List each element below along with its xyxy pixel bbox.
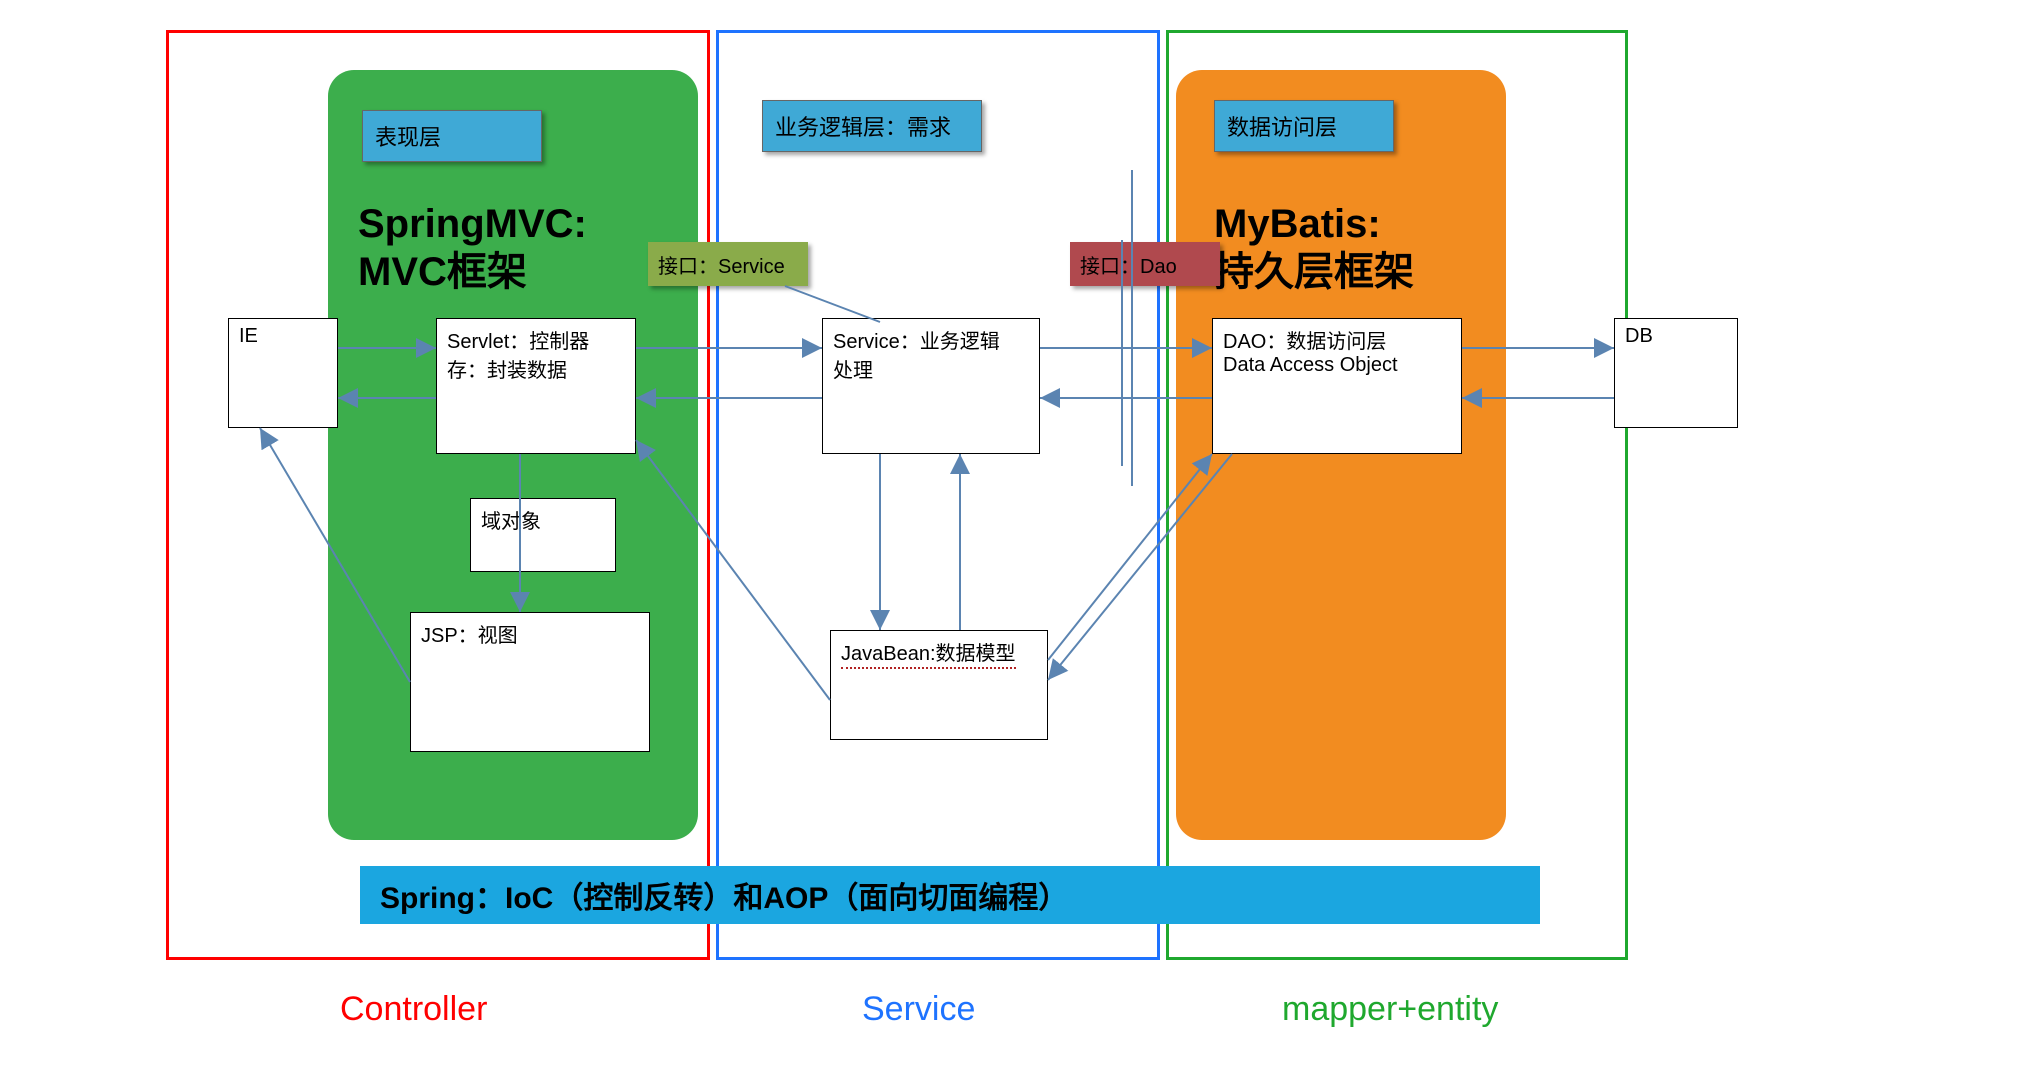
node-service-line1: Service：业务逻辑 [833, 325, 1029, 354]
bottom-label-service: Service [862, 990, 975, 1029]
bottom-label-controller: Controller [340, 990, 487, 1029]
title-mybatis-line2: 持久层框架 [1214, 248, 1414, 296]
node-service-line2: 处理 [833, 354, 1029, 383]
interface-service-text: 接口：Service [658, 250, 785, 279]
node-db-text: DB [1625, 325, 1653, 347]
node-domain-text: 域对象 [481, 511, 541, 533]
node-javabean: JavaBean:数据模型 [830, 630, 1048, 740]
bottom-label-controller-text: Controller [340, 990, 487, 1028]
node-db: DB [1614, 318, 1738, 428]
layer-tag-dao-text: 数据访问层 [1227, 110, 1337, 142]
spring-banner-text: Spring：IoC（控制反转）和AOP（面向切面编程） [380, 873, 1068, 917]
node-jsp: JSP：视图 [410, 612, 650, 752]
node-ie-text: IE [239, 325, 258, 347]
node-service: Service：业务逻辑 处理 [822, 318, 1040, 454]
title-springmvc-line2: MVC框架 [358, 248, 587, 296]
node-servlet: Servlet：控制器 存：封装数据 [436, 318, 636, 454]
layer-tag-business-text: 业务逻辑层：需求 [775, 110, 951, 142]
bottom-label-mapper: mapper+entity [1282, 990, 1498, 1029]
layer-tag-presentation: 表现层 [362, 110, 542, 162]
title-mybatis-line1: MyBatis: [1214, 200, 1414, 248]
title-springmvc-line1: SpringMVC: [358, 200, 587, 248]
spring-banner: Spring：IoC（控制反转）和AOP（面向切面编程） [360, 866, 1540, 924]
node-servlet-line2: 存：封装数据 [447, 354, 625, 383]
title-mybatis: MyBatis: 持久层框架 [1214, 200, 1414, 296]
layer-tag-presentation-text: 表现层 [375, 120, 441, 152]
node-servlet-line1: Servlet：控制器 [447, 325, 625, 354]
interface-dao: 接口：Dao [1070, 242, 1220, 286]
node-domain: 域对象 [470, 498, 616, 572]
layer-tag-dao: 数据访问层 [1214, 100, 1394, 152]
interface-dao-text: 接口：Dao [1080, 250, 1177, 279]
node-ie: IE [228, 318, 338, 428]
bottom-label-service-text: Service [862, 990, 975, 1028]
node-dao-line2: Data Access Object [1223, 354, 1451, 377]
node-dao: DAO：数据访问层 Data Access Object [1212, 318, 1462, 454]
title-springmvc: SpringMVC: MVC框架 [358, 200, 587, 296]
layer-tag-business: 业务逻辑层：需求 [762, 100, 982, 152]
node-javabean-text: JavaBean:数据模型 [841, 643, 1016, 669]
node-jsp-text: JSP：视图 [421, 625, 518, 647]
framework-mybatis [1176, 70, 1506, 840]
bottom-label-mapper-text: mapper+entity [1282, 990, 1498, 1028]
node-dao-line1: DAO：数据访问层 [1223, 325, 1451, 354]
interface-service: 接口：Service [648, 242, 808, 286]
region-service [716, 30, 1160, 960]
